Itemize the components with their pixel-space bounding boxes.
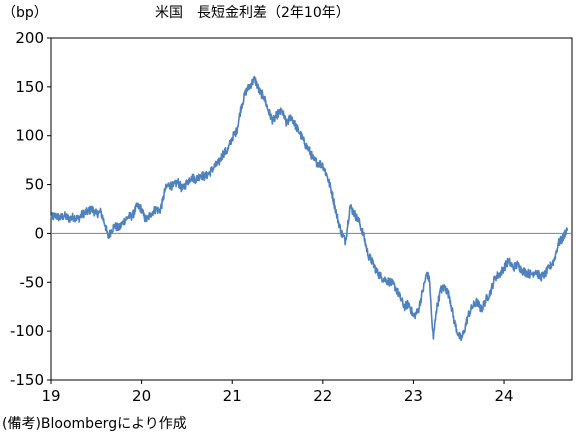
- series-line: [50, 75, 569, 342]
- y-tick-label: -150: [10, 371, 44, 389]
- y-tick-label: 50: [25, 176, 44, 194]
- series-group: [50, 75, 569, 342]
- unit-label: （bp）: [2, 5, 48, 21]
- x-tick-label: 21: [223, 387, 242, 405]
- x-tick-label: 20: [132, 387, 151, 405]
- x-tick-label: 19: [41, 387, 60, 405]
- y-axis-ticks: 200 150 100 50 0 -50 -100 -150: [10, 29, 51, 389]
- x-tick-label: 24: [494, 387, 513, 405]
- plot-frame: [50, 37, 573, 381]
- chart-title: 米国 長短金利差（2年10年）: [155, 5, 350, 21]
- y-tick-label: -50: [20, 273, 45, 291]
- x-tick-label: 22: [313, 387, 332, 405]
- x-axis-ticks: 19 20 21 22 23 24: [41, 380, 514, 405]
- y-tick-label: 0: [34, 224, 44, 242]
- y-tick-label: 200: [15, 29, 44, 47]
- source-note: (備考)Bloombergにより作成: [2, 416, 187, 432]
- x-tick-label: 23: [404, 387, 423, 405]
- y-tick-label: -100: [10, 322, 44, 340]
- y-tick-label: 100: [15, 127, 44, 145]
- y-tick-label: 150: [15, 78, 44, 96]
